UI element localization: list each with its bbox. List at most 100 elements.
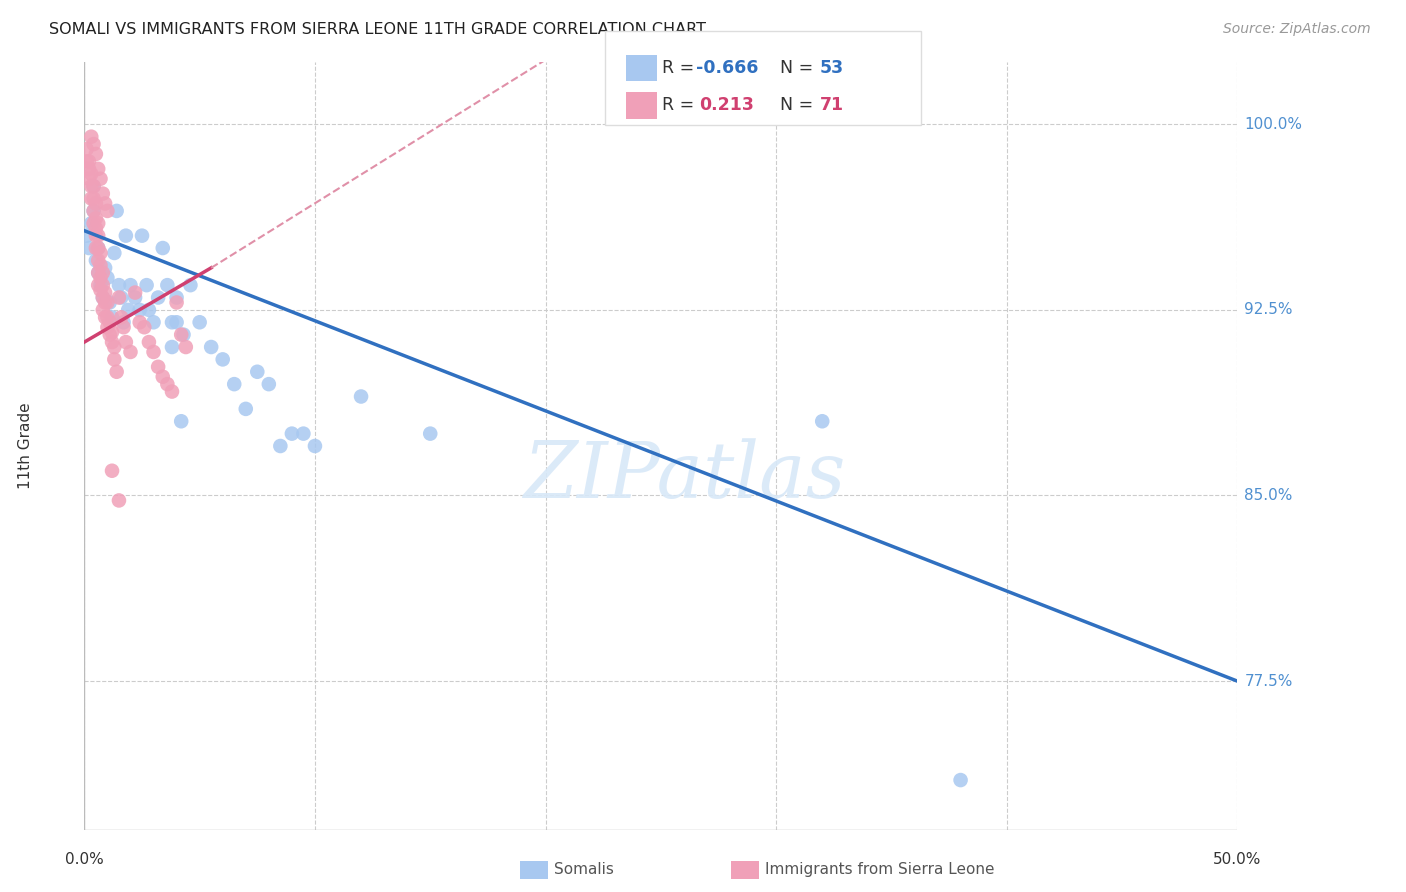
Point [76,228,98,243]
Point [83,179,105,194]
Point [211,352,233,367]
Point [235,401,257,416]
Point [84,196,107,211]
Text: 0.0%: 0.0% [65,852,104,867]
Point [98,295,121,310]
Point [134,320,156,334]
Point [142,315,165,329]
Point [166,315,188,329]
Point [811,414,834,428]
Point [94,260,117,275]
Point [105,203,128,218]
Text: 11th Grade: 11th Grade [18,402,32,490]
Point [179,278,201,293]
Point [419,426,441,441]
Text: N =: N = [769,96,818,114]
Text: 50.0%: 50.0% [1213,852,1261,867]
Point [80,216,103,230]
Text: Immigrants from Sierra Leone: Immigrants from Sierra Leone [765,863,994,877]
Text: 92.5%: 92.5% [1244,302,1292,318]
Point [87,266,110,280]
Point [350,390,373,404]
Point [83,179,105,194]
Point [110,310,132,325]
Text: 85.0%: 85.0% [1244,488,1292,503]
Text: N =: N = [769,59,818,77]
Point [96,295,118,310]
Point [91,291,114,305]
Point [84,241,107,255]
Point [80,129,103,144]
Point [281,426,304,441]
Point [108,493,131,508]
Point [80,192,103,206]
Point [101,325,124,339]
Point [94,310,117,325]
Point [83,216,105,230]
Point [89,171,111,186]
Point [152,369,174,384]
Text: 77.5%: 77.5% [1244,673,1292,689]
Point [124,285,146,300]
Point [131,228,153,243]
Point [112,315,135,329]
Point [166,291,188,305]
Point [103,352,125,367]
Point [94,295,117,310]
Point [89,270,111,285]
Point [83,203,105,218]
Point [84,211,107,226]
Point [94,196,117,211]
Text: SOMALI VS IMMIGRANTS FROM SIERRA LEONE 11TH GRADE CORRELATION CHART: SOMALI VS IMMIGRANTS FROM SIERRA LEONE 1… [49,22,706,37]
Point [91,186,114,201]
Point [84,221,107,235]
Point [135,278,157,293]
Point [87,228,110,243]
Point [96,203,118,218]
Point [128,315,150,329]
Point [96,270,118,285]
Point [91,278,114,293]
Point [77,171,100,186]
Point [170,414,193,428]
Text: Source: ZipAtlas.com: Source: ZipAtlas.com [1223,22,1371,37]
Point [138,302,160,317]
Point [160,340,183,354]
Point [87,253,110,268]
Point [87,278,110,293]
Point [138,334,160,349]
Point [105,365,128,379]
Point [87,266,110,280]
Point [87,161,110,176]
Point [87,241,110,255]
Point [94,285,117,300]
Point [200,340,222,354]
Point [80,167,103,181]
Point [160,384,183,399]
Point [83,192,105,206]
Point [949,773,972,788]
Point [89,278,111,293]
Point [156,377,179,392]
Point [246,365,269,379]
Text: 53: 53 [820,59,844,77]
Point [89,283,111,297]
Point [87,216,110,230]
Point [96,320,118,334]
Point [84,147,107,161]
Point [304,439,326,453]
Text: Somalis: Somalis [554,863,614,877]
Point [112,320,135,334]
Point [124,291,146,305]
Point [146,291,169,305]
Point [152,241,174,255]
Point [87,241,110,255]
Point [91,302,114,317]
Point [257,377,280,392]
Point [170,327,193,342]
Point [120,278,142,293]
Point [156,278,179,293]
Point [224,377,246,392]
Point [292,426,315,441]
Point [77,161,100,176]
